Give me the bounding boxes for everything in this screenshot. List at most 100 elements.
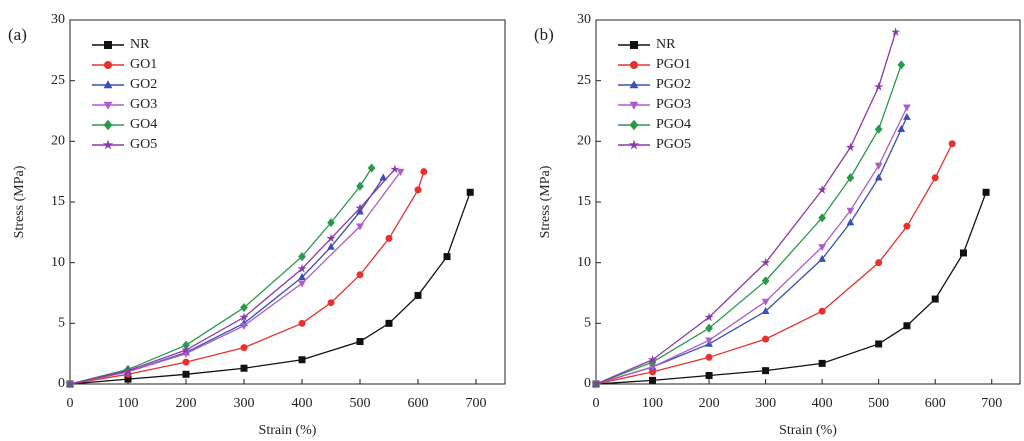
legend-marker <box>103 80 113 89</box>
data-point <box>240 364 248 372</box>
y-axis-label: Stress (MPa) <box>538 165 553 238</box>
data-point <box>903 222 911 230</box>
data-point <box>761 298 770 306</box>
data-point <box>385 319 393 327</box>
x-tick-label: 400 <box>812 396 833 411</box>
data-point <box>181 345 191 354</box>
data-point <box>761 307 770 314</box>
data-point <box>182 370 190 378</box>
x-tick-label: 100 <box>118 396 139 411</box>
data-point <box>818 307 826 315</box>
data-point <box>326 233 336 243</box>
data-point <box>298 273 306 281</box>
x-tick-label: 600 <box>408 396 429 411</box>
data-point <box>704 312 714 322</box>
legend-label: PGO1 <box>656 57 691 72</box>
data-point <box>818 359 826 367</box>
legend-marker <box>628 139 640 150</box>
series-line <box>69 171 425 385</box>
data-point <box>948 140 956 148</box>
data-point <box>846 207 855 215</box>
series-line <box>69 192 471 385</box>
data-point <box>356 181 364 191</box>
data-point <box>396 168 405 176</box>
data-point <box>327 218 335 228</box>
data-point <box>875 259 883 267</box>
x-tick-label: 200 <box>699 396 720 411</box>
data-point <box>123 365 133 375</box>
data-point <box>705 353 713 361</box>
legend-marker <box>630 61 638 69</box>
y-tick-label: 15 <box>577 194 591 209</box>
data-point <box>647 354 658 364</box>
x-tick-label: 600 <box>925 396 946 411</box>
data-point <box>874 124 883 134</box>
y-tick-label: 20 <box>51 134 65 149</box>
y-tick-label: 5 <box>58 316 65 331</box>
series-line <box>69 167 373 385</box>
data-point <box>846 218 855 226</box>
y-tick-label: 30 <box>51 12 65 27</box>
x-axis-label: Strain (%) <box>259 423 317 438</box>
legend-marker <box>629 119 639 131</box>
legend-label: NR <box>130 37 150 52</box>
legend-label: GO4 <box>130 117 157 132</box>
x-tick-label: 300 <box>755 396 776 411</box>
data-point <box>649 368 657 376</box>
data-point <box>890 27 901 37</box>
data-point <box>297 263 307 273</box>
data-point <box>298 319 306 327</box>
y-tick-label: 20 <box>577 134 591 149</box>
series-line <box>69 177 384 385</box>
data-point <box>591 379 601 388</box>
y-tick-label: 30 <box>577 12 591 27</box>
data-point <box>414 186 422 194</box>
data-point <box>959 249 967 257</box>
x-tick-label: 100 <box>642 396 663 411</box>
series-line <box>595 31 897 385</box>
legend-marker <box>103 119 113 131</box>
data-point <box>903 322 911 330</box>
data-point <box>762 335 770 343</box>
series-line <box>595 143 953 385</box>
data-point <box>982 188 990 196</box>
legend-label: GO5 <box>130 137 157 152</box>
y-tick-label: 0 <box>58 376 65 391</box>
x-axis-label: Strain (%) <box>779 423 837 438</box>
data-point <box>420 168 428 176</box>
legend-marker <box>104 41 112 49</box>
data-point <box>705 337 713 345</box>
panel-label: (b) <box>534 25 554 44</box>
data-point <box>931 174 939 182</box>
data-point <box>239 312 249 322</box>
legend-label: PGO3 <box>656 97 691 112</box>
data-point <box>649 376 657 384</box>
data-point <box>379 173 388 181</box>
legend-marker <box>630 41 638 49</box>
data-point <box>327 242 335 250</box>
series-line <box>595 192 987 385</box>
data-point <box>818 244 826 252</box>
legend-marker <box>629 101 639 110</box>
data-point <box>817 184 827 194</box>
data-point <box>182 358 190 366</box>
x-tick-label: 500 <box>350 396 371 411</box>
y-tick-label: 5 <box>584 316 591 331</box>
y-tick-label: 10 <box>577 255 591 270</box>
data-point <box>298 252 306 262</box>
y-axis-label: Stress (MPa) <box>12 165 27 238</box>
data-point <box>931 295 939 303</box>
x-tick-label: 200 <box>176 396 197 411</box>
data-point <box>874 81 884 91</box>
data-point <box>414 291 422 299</box>
data-point <box>298 280 306 288</box>
y-tick-label: 25 <box>577 73 591 88</box>
y-tick-label: 15 <box>51 194 65 209</box>
data-point <box>240 344 248 352</box>
data-point <box>903 104 911 112</box>
data-point <box>240 303 248 313</box>
series-line <box>595 107 908 385</box>
data-point <box>875 340 883 348</box>
data-point <box>897 125 906 132</box>
